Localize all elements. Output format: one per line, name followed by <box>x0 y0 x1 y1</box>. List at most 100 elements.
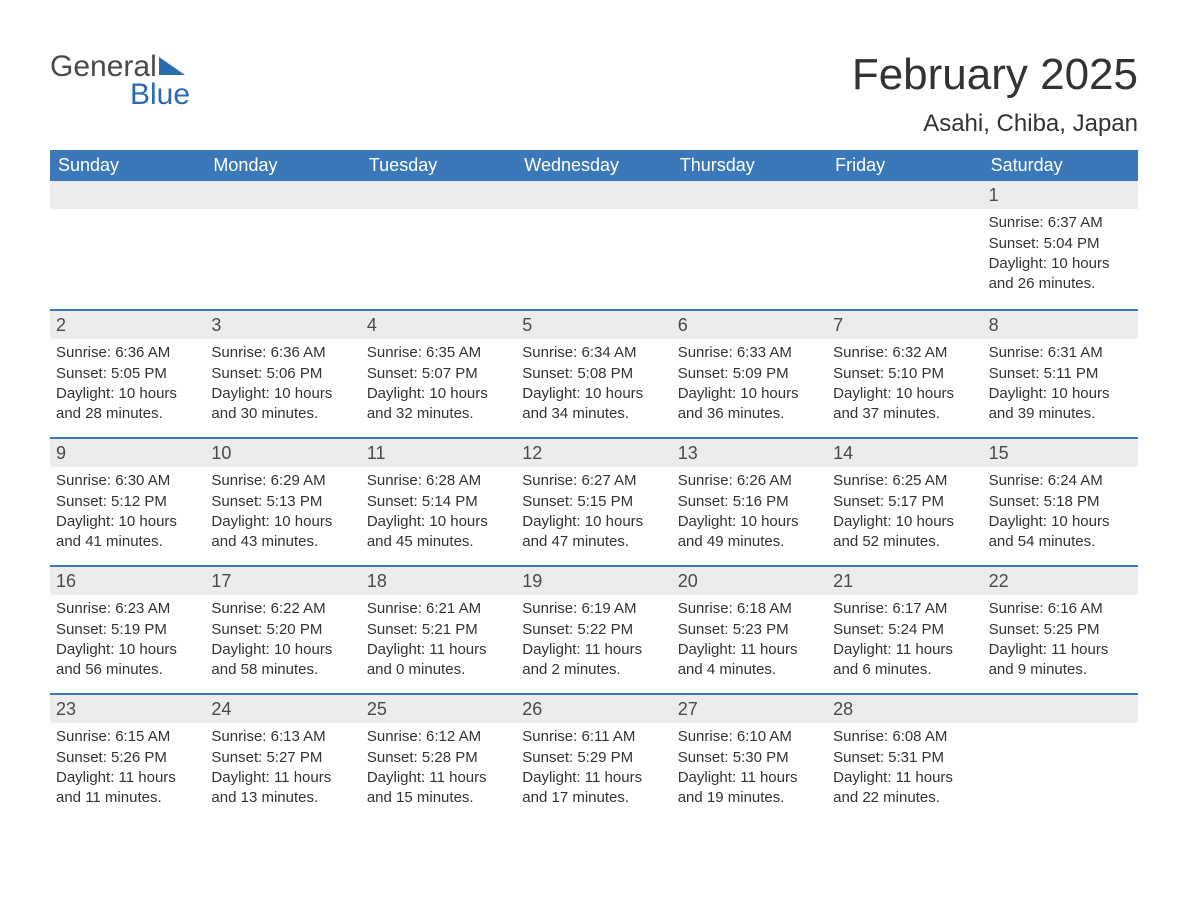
calendar-cell: 26Sunrise: 6:11 AMSunset: 5:29 PMDayligh… <box>516 693 671 821</box>
calendar-cell: 17 Sunrise: 6:22 AMSunset: 5:20 PMDayligh… <box>205 565 360 693</box>
daylight-text: Daylight: 11 hours and 11 minutes. <box>56 768 199 809</box>
sunrise-text: Sunrise: 6:17 AM <box>833 599 976 619</box>
sunrise-text: Sunrise: 6:18 AM <box>678 599 821 619</box>
day-number: . <box>361 181 516 209</box>
daylight-text: Daylight: 11 hours and 22 minutes. <box>833 768 976 809</box>
sunset-text: Sunset: 5:26 PM <box>56 748 199 768</box>
daylight-text: Daylight: 10 hours and 52 minutes. <box>833 512 976 553</box>
sunset-text: Sunset: 5:06 PM <box>211 364 354 384</box>
day-number: 4 <box>361 309 516 339</box>
day-number: 21 <box>827 565 982 595</box>
day-number: 19 <box>516 565 671 595</box>
sunset-text: Sunset: 5:28 PM <box>367 748 510 768</box>
calendar-cell: 13Sunrise: 6:26 AMSunset: 5:16 PMDayligh… <box>672 437 827 565</box>
logo-triangle-icon <box>159 57 185 75</box>
calendar-cell: 11Sunrise: 6:28 AMSunset: 5:14 PMDayligh… <box>361 437 516 565</box>
sunset-text: Sunset: 5:16 PM <box>678 492 821 512</box>
calendar-cell: 24Sunrise: 6:13 AMSunset: 5:27 PMDayligh… <box>205 693 360 821</box>
sunrise-text: Sunrise: 6:08 AM <box>833 727 976 747</box>
sunrise-text: Sunrise: 6:31 AM <box>989 343 1132 363</box>
sunrise-text: Sunrise: 6:35 AM <box>367 343 510 363</box>
weekday-header: Tuesday <box>361 150 516 181</box>
daylight-text: Daylight: 10 hours and 54 minutes. <box>989 512 1132 553</box>
calendar-cell-empty: . <box>827 181 982 309</box>
sunset-text: Sunset: 5:20 PM <box>211 620 354 640</box>
sunset-text: Sunset: 5:24 PM <box>833 620 976 640</box>
calendar-cell: 3 Sunrise: 6:36 AMSunset: 5:06 PMDaylight… <box>205 309 360 437</box>
sunrise-text: Sunrise: 6:36 AM <box>56 343 199 363</box>
sunset-text: Sunset: 5:22 PM <box>522 620 665 640</box>
day-number: 8 <box>983 309 1138 339</box>
daylight-text: Daylight: 10 hours and 26 minutes. <box>989 254 1132 295</box>
calendar-cell: 2Sunrise: 6:36 AMSunset: 5:05 PMDaylight… <box>50 309 205 437</box>
day-number: 27 <box>672 693 827 723</box>
daylight-text: Daylight: 10 hours and 43 minutes. <box>211 512 354 553</box>
calendar-cell: 6 Sunrise: 6:33 AMSunset: 5:09 PMDaylight… <box>672 309 827 437</box>
sunset-text: Sunset: 5:30 PM <box>678 748 821 768</box>
sunrise-text: Sunrise: 6:22 AM <box>211 599 354 619</box>
sunrise-text: Sunrise: 6:33 AM <box>678 343 821 363</box>
day-number: 25 <box>361 693 516 723</box>
sunrise-text: Sunrise: 6:21 AM <box>367 599 510 619</box>
day-number: 20 <box>672 565 827 595</box>
header: General Blue February 2025 Asahi, Chiba,… <box>50 50 1138 138</box>
daylight-text: Daylight: 10 hours and 32 minutes. <box>367 384 510 425</box>
daylight-text: Daylight: 11 hours and 19 minutes. <box>678 768 821 809</box>
weekday-header: Thursday <box>672 150 827 181</box>
calendar-cell: 20Sunrise: 6:18 AMSunset: 5:23 PMDayligh… <box>672 565 827 693</box>
sunset-text: Sunset: 5:12 PM <box>56 492 199 512</box>
calendar-cell-empty: . <box>516 181 671 309</box>
day-number: 10 <box>205 437 360 467</box>
daylight-text: Daylight: 10 hours and 28 minutes. <box>56 384 199 425</box>
day-number: 11 <box>361 437 516 467</box>
sunset-text: Sunset: 5:15 PM <box>522 492 665 512</box>
calendar-cell: 19Sunrise: 6:19 AMSunset: 5:22 PMDayligh… <box>516 565 671 693</box>
sunset-text: Sunset: 5:31 PM <box>833 748 976 768</box>
day-number: 22 <box>983 565 1138 595</box>
daylight-text: Daylight: 10 hours and 30 minutes. <box>211 384 354 425</box>
sunset-text: Sunset: 5:09 PM <box>678 364 821 384</box>
daylight-text: Daylight: 10 hours and 49 minutes. <box>678 512 821 553</box>
sunrise-text: Sunrise: 6:13 AM <box>211 727 354 747</box>
sunrise-text: Sunrise: 6:27 AM <box>522 471 665 491</box>
sunset-text: Sunset: 5:05 PM <box>56 364 199 384</box>
weekday-header: Saturday <box>983 150 1138 181</box>
sunrise-text: Sunrise: 6:26 AM <box>678 471 821 491</box>
day-number: 6 <box>672 309 827 339</box>
sunrise-text: Sunrise: 6:10 AM <box>678 727 821 747</box>
daylight-text: Daylight: 10 hours and 58 minutes. <box>211 640 354 681</box>
sunset-text: Sunset: 5:11 PM <box>989 364 1132 384</box>
calendar-cell: 18Sunrise: 6:21 AMSunset: 5:21 PMDayligh… <box>361 565 516 693</box>
day-number: 15 <box>983 437 1138 467</box>
day-number: 14 <box>827 437 982 467</box>
calendar-cell-empty: . <box>50 181 205 309</box>
daylight-text: Daylight: 10 hours and 37 minutes. <box>833 384 976 425</box>
day-number: 17 <box>205 565 360 595</box>
calendar-cell: 1Sunrise: 6:37 AMSunset: 5:04 PMDaylight… <box>983 181 1138 309</box>
daylight-text: Daylight: 11 hours and 9 minutes. <box>989 640 1132 681</box>
page-title: February 2025 <box>852 50 1138 100</box>
sunset-text: Sunset: 5:13 PM <box>211 492 354 512</box>
calendar-cell: 25Sunrise: 6:12 AMSunset: 5:28 PMDayligh… <box>361 693 516 821</box>
calendar-cell-empty: . <box>672 181 827 309</box>
day-number: 3 <box>205 309 360 339</box>
sunset-text: Sunset: 5:14 PM <box>367 492 510 512</box>
sunrise-text: Sunrise: 6:12 AM <box>367 727 510 747</box>
daylight-text: Daylight: 10 hours and 36 minutes. <box>678 384 821 425</box>
day-number: . <box>672 181 827 209</box>
calendar-cell: 9Sunrise: 6:30 AMSunset: 5:12 PMDaylight… <box>50 437 205 565</box>
calendar-cell-empty: . <box>983 693 1138 821</box>
sunrise-text: Sunrise: 6:15 AM <box>56 727 199 747</box>
calendar-cell: 7Sunrise: 6:32 AMSunset: 5:10 PMDaylight… <box>827 309 982 437</box>
weekday-header: Monday <box>205 150 360 181</box>
sunrise-text: Sunrise: 6:36 AM <box>211 343 354 363</box>
day-number: 24 <box>205 693 360 723</box>
sunset-text: Sunset: 5:25 PM <box>989 620 1132 640</box>
weekday-header: Friday <box>827 150 982 181</box>
daylight-text: Daylight: 10 hours and 39 minutes. <box>989 384 1132 425</box>
calendar-cell: 28Sunrise: 6:08 AMSunset: 5:31 PMDayligh… <box>827 693 982 821</box>
sunrise-text: Sunrise: 6:34 AM <box>522 343 665 363</box>
logo: General Blue <box>50 50 190 112</box>
weekday-header: Sunday <box>50 150 205 181</box>
sunrise-text: Sunrise: 6:23 AM <box>56 599 199 619</box>
